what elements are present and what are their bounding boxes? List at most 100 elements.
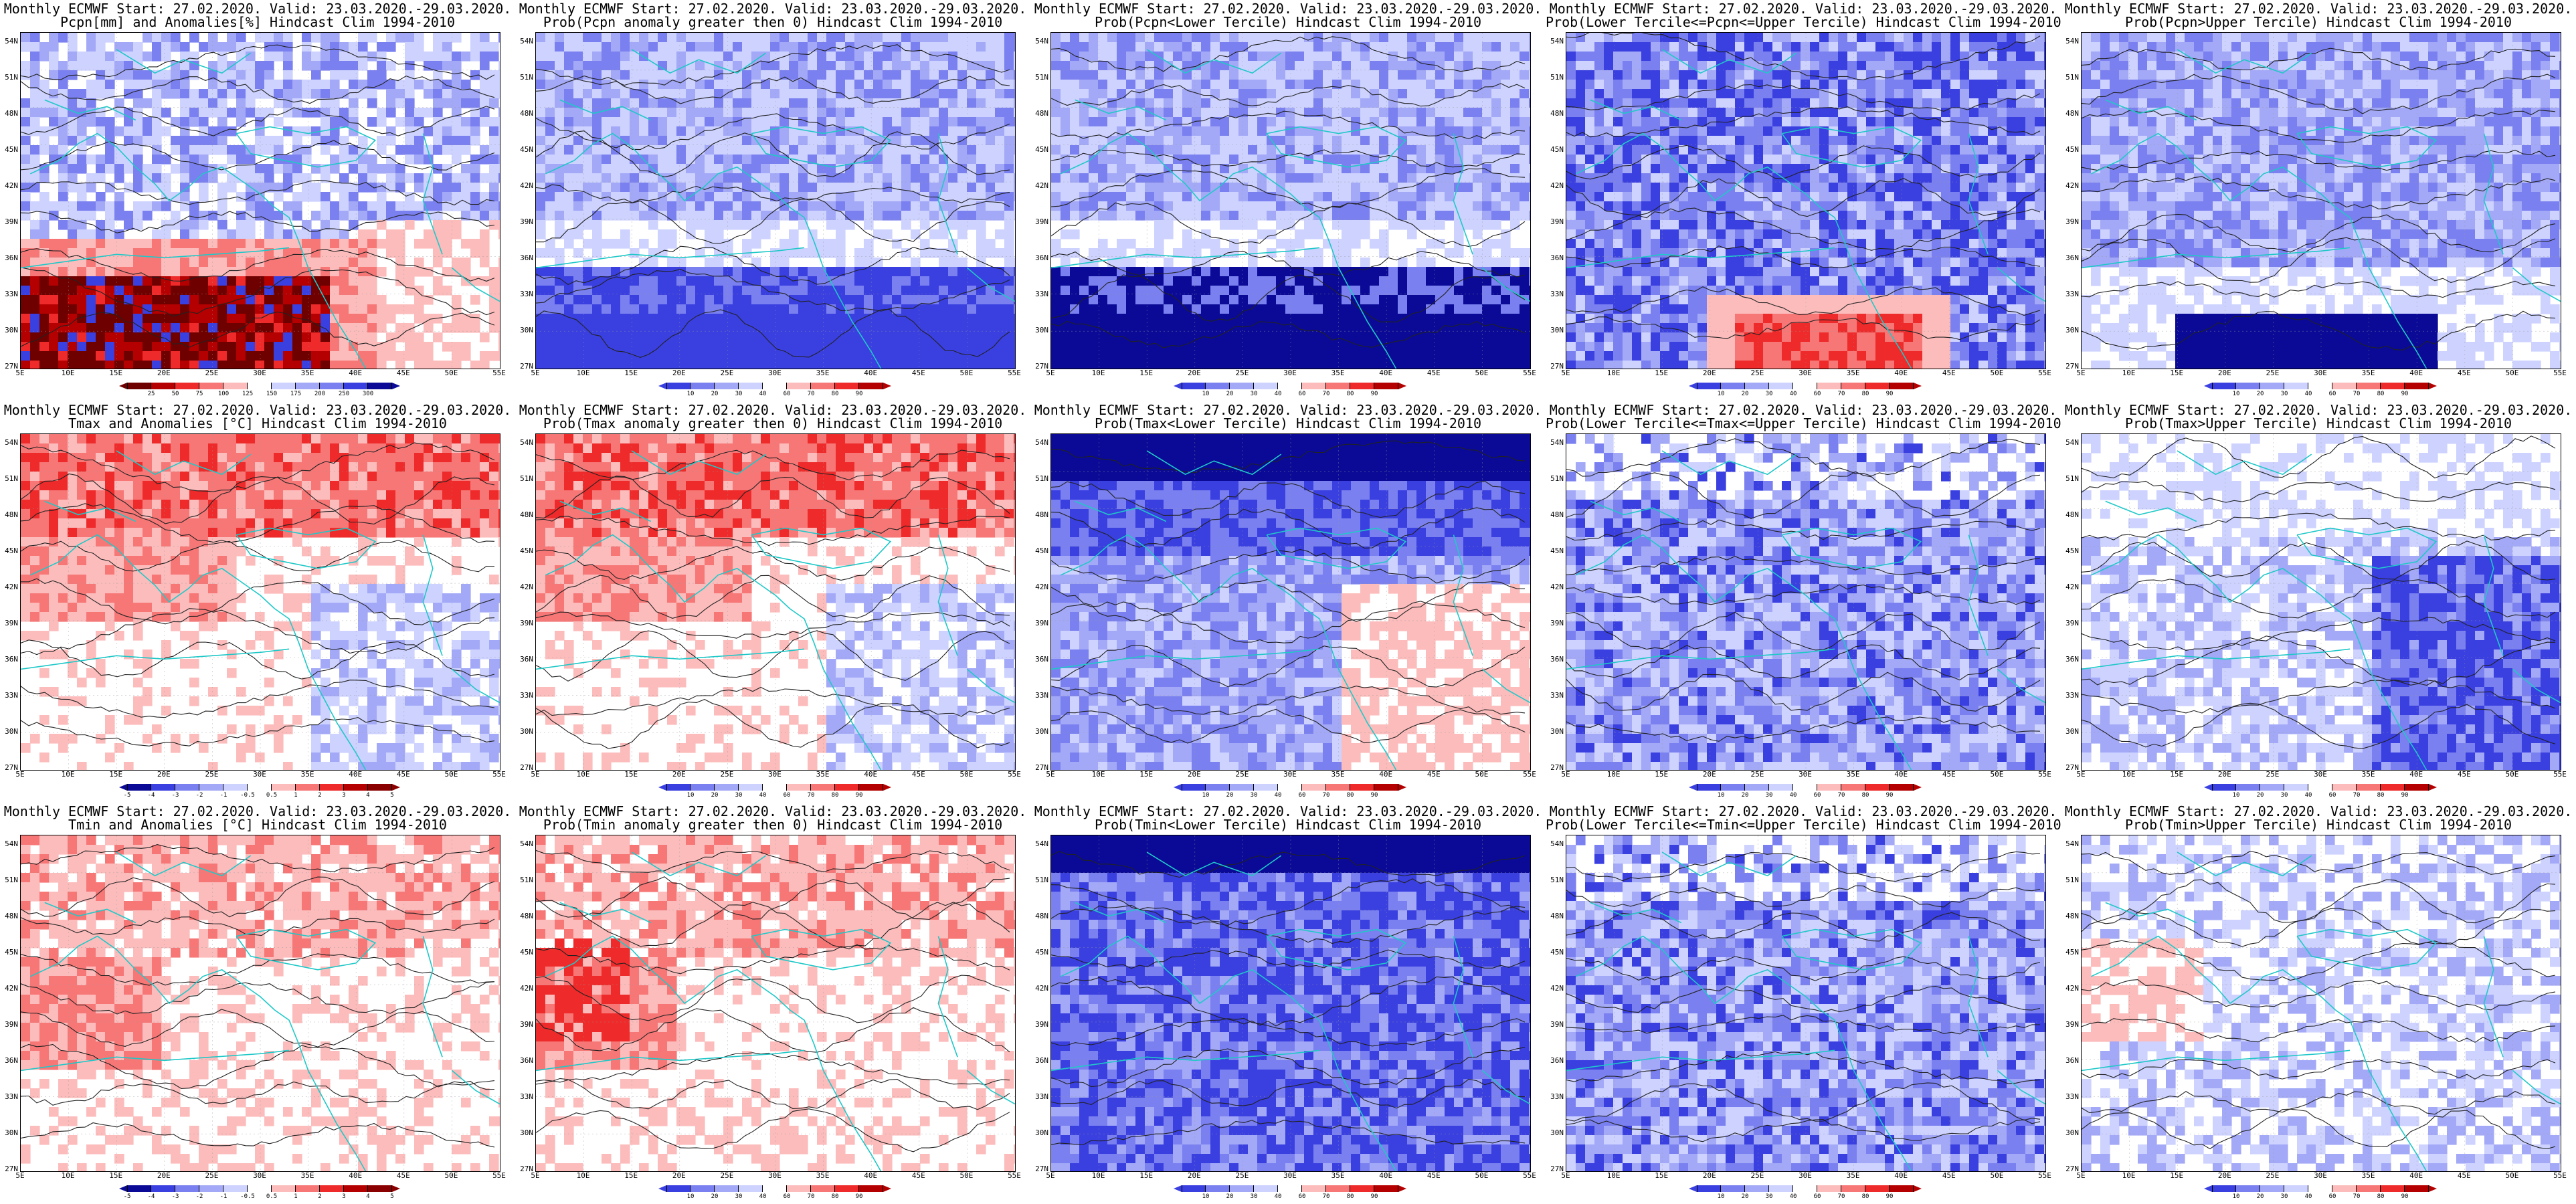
- latitude-labels: 54N 51N 48N 45N 42N 39N 36N 33N 30N 27N: [1030, 32, 1050, 368]
- colorbar-tick-label: 10: [1718, 792, 1725, 799]
- latitude-labels: 54N 51N 48N 45N 42N 39N 36N 33N 30N 27N: [2061, 835, 2081, 1171]
- longitude-label: 10E: [1092, 1172, 1105, 1180]
- latitude-label: 39N: [5, 619, 18, 627]
- longitude-label: 20E: [1188, 369, 1201, 377]
- panel-title-line2: Prob(Tmax anomaly greater then 0) Hindca…: [515, 416, 1030, 431]
- colorbar-cell: [2357, 1185, 2381, 1192]
- latitude-label: 45N: [5, 547, 18, 555]
- longitude-label: 15E: [624, 369, 638, 377]
- colorbar-tick-label: -5: [124, 792, 131, 799]
- latitude-label: 36N: [2065, 656, 2079, 664]
- longitude-label: 20E: [1703, 771, 1716, 779]
- latitude-label: 39N: [520, 218, 533, 226]
- colorbar-cell: [2381, 383, 2405, 389]
- longitude-label: 40E: [1894, 1172, 1908, 1180]
- colorbar-cell: [175, 1185, 199, 1192]
- latitude-label: 42N: [5, 182, 18, 190]
- latitude-label: 45N: [5, 948, 18, 957]
- latitude-label: 45N: [2065, 146, 2079, 154]
- latitude-labels: 54N 51N 48N 45N 42N 39N 36N 33N 30N 27N: [1546, 835, 1566, 1171]
- longitude-labels: 5E 10E 15E 20E 25E 30E 35E 40E 45E 50E 55E: [2081, 1172, 2560, 1181]
- longitude-label: 5E: [531, 771, 539, 779]
- colorbar-arrow-left: [2204, 383, 2212, 389]
- longitude-labels: 5E 10E 15E 20E 25E 30E 35E 40E 45E 50E 55E: [1050, 771, 1530, 780]
- longitude-label: 40E: [349, 771, 362, 779]
- colorbar-cell: [2284, 1185, 2308, 1192]
- longitude-label: 25E: [205, 369, 218, 377]
- colorbar-cell: [1302, 784, 1326, 791]
- longitude-label: 40E: [1894, 369, 1908, 377]
- colorbar: 10 20 30 40 60 70 80 90: [2212, 784, 2429, 795]
- colorbar-tick-label: 40: [1790, 792, 1797, 799]
- latitude-label: 39N: [5, 1021, 18, 1029]
- colorbar-cell: [151, 383, 175, 389]
- colorbar-tick-label: 30: [735, 391, 743, 397]
- colorbar-tick-label: 80: [1862, 391, 1869, 397]
- latitude-label: 51N: [2065, 876, 2079, 884]
- colorbar-arrow-right: [2429, 383, 2437, 389]
- panel-title-line2: Prob(Tmin anomaly greater then 0) Hindca…: [515, 817, 1030, 832]
- panel-title-line2: Prob(Lower Tercile<=Tmax<=Upper Tercile)…: [1546, 416, 2061, 431]
- colorbar-cell: [2405, 383, 2429, 389]
- longitude-label: 15E: [624, 771, 638, 779]
- colorbar-cell: [2405, 1185, 2429, 1192]
- colorbar-cell: [175, 383, 199, 389]
- latitude-label: 36N: [1550, 254, 1564, 262]
- longitude-label: 20E: [672, 369, 686, 377]
- latitude-label: 45N: [520, 948, 533, 957]
- latitude-label: 51N: [1035, 475, 1048, 483]
- latitude-label: 39N: [520, 619, 533, 627]
- panel-title-line2: Prob(Tmax>Upper Tercile) Hindcast Clim 1…: [2061, 416, 2576, 431]
- longitude-label: 20E: [2218, 369, 2231, 377]
- colorbar-tick-label: 90: [1371, 792, 1378, 799]
- longitude-label: 50E: [444, 1172, 458, 1180]
- colorbar-tick-label: 80: [1347, 792, 1354, 799]
- longitude-label: 55E: [1523, 1172, 1536, 1180]
- longitude-label: 55E: [2038, 1172, 2051, 1180]
- latitude-label: 36N: [2065, 1057, 2079, 1065]
- latitude-label: 51N: [1550, 74, 1564, 82]
- longitude-label: 30E: [1799, 1172, 1812, 1180]
- longitude-labels: 5E 10E 15E 20E 25E 30E 35E 40E 45E 50E 55E: [1566, 1172, 2045, 1181]
- map-canvas: [2082, 434, 2561, 770]
- colorbar-cell: [1841, 784, 1865, 791]
- colorbar-tick-label: 30: [2281, 391, 2288, 397]
- colorbar-tick-label: 1: [294, 792, 297, 799]
- longitude-label: 25E: [1750, 369, 1764, 377]
- colorbar-tick-label: 4: [366, 792, 369, 799]
- colorbar-arrow-left: [1174, 383, 1182, 389]
- colorbar-cell: [127, 383, 151, 389]
- longitude-label: 5E: [1046, 1172, 1054, 1180]
- colorbar-cell: [1182, 383, 1206, 389]
- colorbar-cell: [1326, 784, 1350, 791]
- latitude-label: 51N: [5, 74, 18, 82]
- longitude-label: 25E: [2266, 1172, 2279, 1180]
- colorbar-tick-label: -3: [172, 1193, 179, 1200]
- colorbar-tick-label: 40: [1790, 1193, 1797, 1200]
- colorbar-cell: [344, 383, 368, 389]
- colorbar-cell: [320, 1185, 344, 1192]
- colorbar-arrow-right: [1914, 784, 1922, 791]
- colorbar-tick-label: 10: [687, 391, 695, 397]
- latitude-label: 42N: [2065, 583, 2079, 591]
- colorbar-tick-label: 200: [314, 391, 325, 397]
- longitude-label: 30E: [253, 369, 266, 377]
- colorbar-arrow-left: [119, 784, 127, 791]
- latitude-label: 30N: [5, 1129, 18, 1137]
- longitude-label: 10E: [1607, 771, 1621, 779]
- map-area: [1566, 835, 2046, 1172]
- longitude-label: 25E: [1750, 771, 1764, 779]
- colorbar-tick-label: 30: [735, 792, 743, 799]
- latitude-label: 51N: [2065, 74, 2079, 82]
- latitude-label: 54N: [520, 37, 533, 45]
- colorbar-tick-label: -1: [220, 792, 227, 799]
- longitude-label: 25E: [1235, 1172, 1249, 1180]
- colorbar-tick-label: 60: [1299, 1193, 1306, 1200]
- colorbar-tick-label: 60: [1299, 391, 1306, 397]
- latitude-label: 36N: [1035, 1057, 1048, 1065]
- longitude-label: 30E: [768, 771, 781, 779]
- colorbar-cell: [739, 383, 763, 389]
- colorbar-tick-label: 40: [2305, 1193, 2312, 1200]
- latitude-label: 30N: [2065, 326, 2079, 334]
- colorbar-cell: [859, 784, 883, 791]
